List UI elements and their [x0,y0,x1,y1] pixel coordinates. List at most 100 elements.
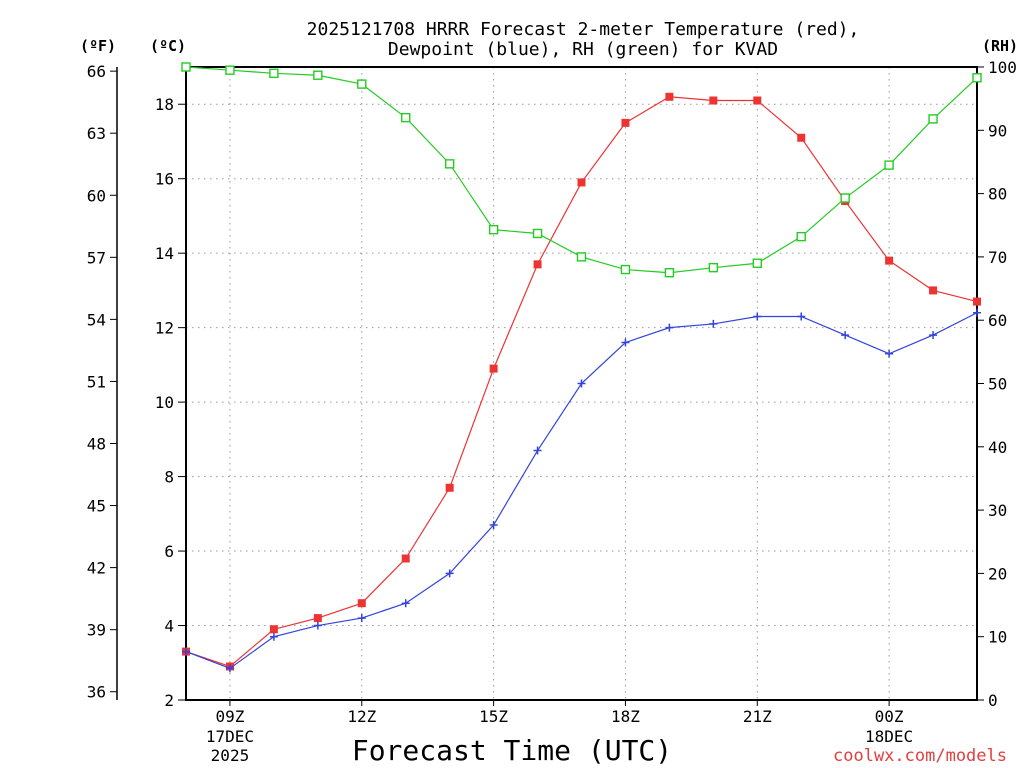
temperature-point [313,614,322,623]
rh-point [884,160,894,170]
temperature-point [357,599,366,608]
rh-point [225,65,235,75]
dewpoint-point [225,664,234,673]
x-tick-date: 17DEC [206,727,254,746]
dewpoint-point [182,647,190,656]
celsius-axis-unit: (ºC) [150,37,186,55]
rh-tick-label: 90 [988,121,1007,140]
temperature-point [973,297,981,306]
rh-point [269,68,279,79]
dewpoint-point [357,614,366,623]
dewpoint-point [797,312,806,321]
x-tick-label: 00Z [875,707,904,726]
fahrenheit-tick-label: 60 [87,186,106,205]
rh-line [185,66,978,274]
temperature-point [665,92,674,101]
rh-tick-label: 60 [988,311,1007,330]
rh-point [796,231,806,242]
celsius-tick-label: 14 [155,244,174,263]
rh-point [840,193,850,203]
dewpoint-point [665,323,674,332]
temperature-point [533,260,542,269]
fahrenheit-tick-label: 57 [87,248,106,267]
celsius-tick-label: 2 [164,691,174,710]
temperature-point [489,364,498,373]
dewpoint-line [185,312,978,670]
fahrenheit-tick-label: 36 [87,683,106,702]
series-layer [181,62,982,673]
chart-title-line-1: 2025121708 HRRR Forecast 2-meter Tempera… [307,19,860,40]
dewpoint-point [401,599,410,608]
temperature-point [929,286,938,295]
temperature-point [577,178,586,187]
dewpoint-point [313,621,322,630]
fahrenheit-tick-label: 48 [87,434,106,453]
rh-point [313,70,323,80]
rh-tick-label: 100 [988,58,1017,77]
fahrenheit-tick-label: 66 [87,62,106,81]
rh-tick-label: 20 [988,564,1007,583]
rh-tick-label: 30 [988,501,1007,520]
dewpoint-point [577,379,586,388]
x-tick-label: 18Z [611,707,640,726]
rh-point [708,262,719,273]
fahrenheit-tick-label: 63 [87,124,106,143]
rh-point [752,258,762,268]
dewpoint-point [841,331,850,340]
temperature-point [445,483,454,492]
x-tick-label: 09Z [215,707,244,726]
celsius-tick-label: 18 [155,95,174,114]
dewpoint-point [489,520,498,529]
fahrenheit-tick-label: 42 [87,559,106,578]
rh-point [401,112,411,123]
celsius-tick-label: 16 [155,170,174,189]
x-tick-label: 15Z [479,707,508,726]
dewpoint-point [885,349,894,358]
temperature-point [797,133,806,142]
rh-point [444,159,455,169]
fahrenheit-axis-unit: (ºF) [80,37,116,55]
x-tick-year: 2025 [211,746,250,765]
source-credit: coolwx.com/models [833,746,1007,766]
x-tick-date: 18DEC [865,727,913,746]
dewpoint-point [533,446,542,455]
dewpoint-point [269,632,278,641]
dewpoint-point [445,569,454,578]
plot-frame [185,66,978,701]
x-tick-label: 21Z [743,707,772,726]
rh-point [928,114,938,124]
celsius-tick-label: 4 [164,617,174,636]
rh-point [357,79,367,89]
rh-point [488,224,499,235]
temperature-point [401,554,410,563]
fahrenheit-tick-label: 51 [87,372,106,391]
rh-tick-label: 80 [988,185,1007,204]
rh-axis-unit: (RH) [982,37,1018,55]
temperature-point [885,256,894,265]
fahrenheit-tick-label: 45 [87,497,106,516]
celsius-tick-label: 12 [155,319,174,338]
dewpoint-point [753,312,762,321]
x-tick-label: 12Z [347,707,376,726]
temperature-point [753,96,762,105]
x-axis-label: Forecast Time (UTC) [352,734,672,767]
celsius-tick-label: 10 [155,393,174,412]
rh-point [972,73,982,83]
dewpoint-point [929,331,938,340]
rh-tick-label: 70 [988,248,1007,267]
chart-title-line-2: Dewpoint (blue), RH (green) for KVAD [388,39,778,60]
temperature-point [269,625,278,634]
fahrenheit-tick-label: 39 [87,621,106,640]
dewpoint-point [973,308,981,317]
rh-point [532,228,543,239]
rh-point [620,264,631,275]
celsius-tick-label: 8 [164,468,174,487]
temperature-point [709,96,718,105]
rh-point [181,62,191,72]
rh-tick-label: 40 [988,438,1007,457]
dewpoint-point [709,319,718,328]
rh-point [664,268,675,278]
temperature-point [621,118,630,127]
